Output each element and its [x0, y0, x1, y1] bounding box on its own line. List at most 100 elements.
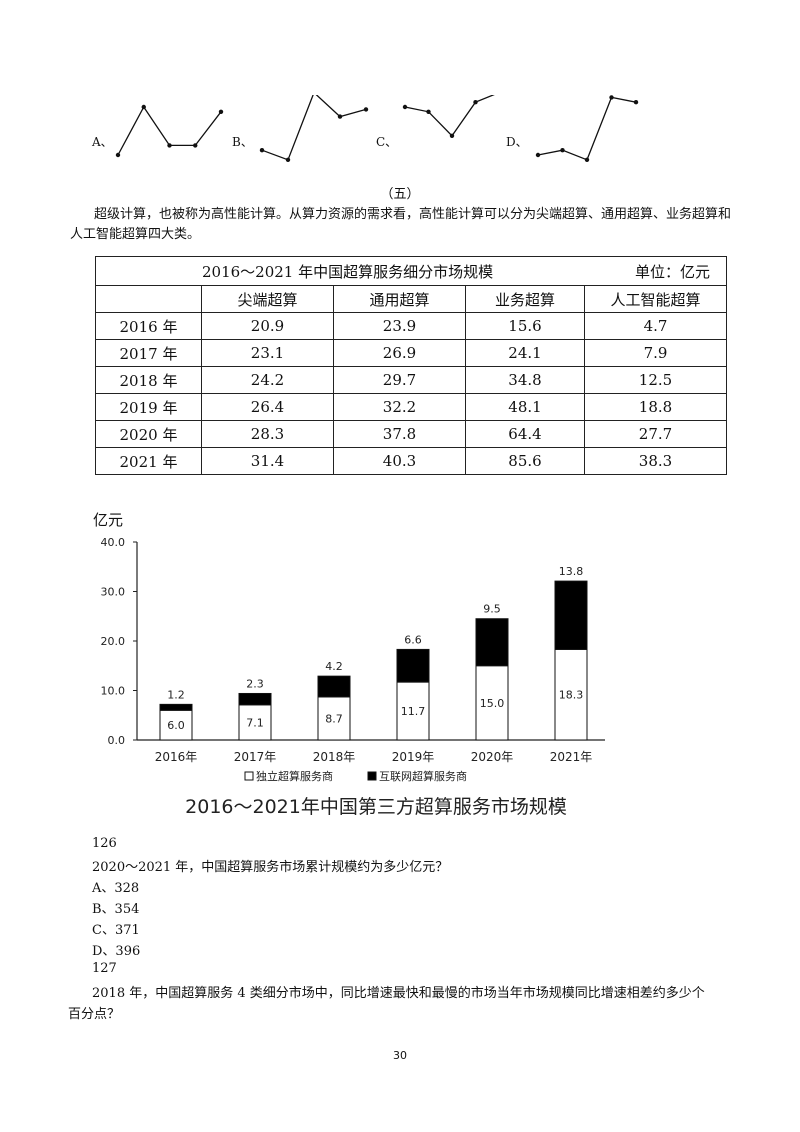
- table-row: 2020 年 28.3 37.8 64.4 27.7: [95, 420, 727, 448]
- option-a-label: A、: [92, 135, 113, 149]
- bar-value-label: 1.2: [167, 688, 185, 701]
- table-row: 2017 年 23.1 26.9 24.1 7.9: [95, 339, 727, 367]
- table-row: 2018 年 24.2 29.7 34.8 12.5: [95, 366, 727, 394]
- table-row-year: 2017 年: [95, 339, 202, 367]
- section-label: （五）: [380, 187, 420, 202]
- table-row: 2021 年 31.4 40.3 85.6 38.3: [95, 447, 727, 475]
- table-cell: 38.3: [584, 447, 727, 475]
- option-sketch-point: [363, 107, 369, 112]
- intro-paragraph: 超级计算，也被称为高性能计算。从算力资源的需求看，高性能计算可以分为尖端超算、通…: [70, 207, 732, 242]
- option-d-label: D、: [506, 135, 528, 149]
- bar-internet-provider: [396, 648, 430, 683]
- option-sketch-point: [285, 157, 291, 162]
- table-title-row: 2016～2021 年中国超算服务细分市场规模 单位：亿元: [95, 256, 727, 286]
- question-126-text: 2020～2021 年，中国超算服务市场累计规模约为多少亿元？: [92, 860, 449, 875]
- option-b-label: B、: [232, 135, 253, 149]
- table-cell: 27.7: [584, 420, 727, 448]
- bar-value-label: 2.3: [246, 677, 264, 690]
- bar-independent-provider: [554, 648, 588, 741]
- bar-value-label: 6.6: [404, 633, 422, 646]
- y-tick-label: 0.0: [108, 734, 126, 747]
- bar-value-label: 6.0: [167, 719, 185, 732]
- option-sketch-point: [449, 133, 455, 138]
- question-126-option: C、371: [92, 923, 140, 938]
- bar-value-label: 8.7: [325, 712, 343, 725]
- bar-value-label: 9.5: [483, 603, 501, 616]
- legend-label: 互联网超算服务商: [379, 769, 467, 783]
- table-header-cell: 通用超算: [333, 285, 466, 313]
- page-number: 30: [393, 1049, 407, 1062]
- table-header-cell: 人工智能超算: [584, 285, 727, 313]
- table-row-year: 2019 年: [95, 393, 202, 421]
- bar-value-label: 11.7: [401, 705, 426, 718]
- bar-internet-provider: [475, 618, 509, 667]
- y-tick-label: 40.0: [101, 536, 126, 549]
- table-row-year: 2021 年: [95, 447, 202, 475]
- x-tick-label: 2016年: [155, 750, 198, 764]
- x-tick-label: 2020年: [471, 750, 514, 764]
- bar-independent-provider: [317, 696, 351, 741]
- x-tick-label: 2019年: [392, 750, 435, 764]
- bar-value-label: 4.2: [325, 660, 343, 673]
- table-row-year: 2020 年: [95, 420, 202, 448]
- option-sketch-point: [426, 109, 431, 114]
- bar-internet-provider: [238, 692, 272, 706]
- bar-value-label: 15.0: [480, 697, 505, 710]
- table-cell: 37.8: [333, 420, 466, 448]
- table-header-cell: 尖端超算: [201, 285, 334, 313]
- bar-internet-provider: [159, 703, 193, 711]
- table-cell: 24.1: [465, 339, 585, 367]
- option-sketch-line: [404, 95, 495, 137]
- stacked-bar-chart: 亿元 0.0 10.0 20.0 30.0 40.0 6.0 1.2 2016年 7.1 2.3 20…: [93, 511, 605, 818]
- table-row-year: 2018 年: [95, 366, 202, 394]
- y-axis-unit-label: 亿元: [93, 511, 123, 529]
- table-cell: 64.4: [465, 420, 585, 448]
- table-unit: 单位：亿元: [634, 263, 710, 281]
- table-cell: 4.7: [584, 312, 727, 340]
- question-126-option: B、354: [92, 902, 140, 917]
- table-title: 2016～2021 年中国超算服务细分市场规模: [202, 263, 494, 281]
- option-sketch-point: [218, 109, 224, 114]
- bar-value-label: 7.1: [246, 716, 264, 729]
- table-cell: 15.6: [465, 312, 585, 340]
- x-tick-label: 2021年: [550, 750, 593, 764]
- question-126-option: D、396: [92, 944, 141, 959]
- option-sketch-point: [473, 100, 478, 105]
- legend-label: 独立超算服务商: [256, 769, 333, 783]
- question-127-text-cont: 百分点？: [68, 1007, 121, 1022]
- option-sketch-line: [537, 96, 637, 161]
- table-cell: 12.5: [584, 366, 727, 394]
- question-126-option: A、328: [92, 881, 140, 896]
- table-cell: 23.1: [201, 339, 334, 367]
- option-sketch-point: [535, 152, 541, 158]
- table-header-cell: [95, 285, 202, 313]
- table-cell: 28.3: [201, 420, 334, 448]
- legend-swatch-internet: [367, 771, 377, 781]
- option-sketch-line: [117, 105, 222, 156]
- option-sketch-point: [633, 100, 639, 105]
- option-sketch-point: [337, 114, 343, 119]
- table-cell: 40.3: [333, 447, 466, 475]
- y-tick-label: 30.0: [101, 586, 126, 599]
- bar-independent-provider: [238, 704, 272, 741]
- option-sketch-point: [141, 104, 146, 110]
- question-127-text: 2018 年，中国超算服务 4 类细分市场中，同比增速最快和最慢的市场当年市场规…: [92, 986, 705, 1001]
- table-row: 2019 年 26.4 32.2 48.1 18.8: [95, 393, 727, 421]
- chart-title: 2016～2021年中国第三方超算服务市场规模: [185, 796, 567, 818]
- bar-internet-provider: [317, 675, 351, 698]
- table-cell: 20.9: [201, 312, 334, 340]
- table-cell: 7.9: [584, 339, 727, 367]
- table-cell: 48.1: [465, 393, 585, 421]
- y-tick-label: 10.0: [101, 685, 126, 698]
- option-sketch-line: [261, 95, 367, 161]
- table-cell: 26.9: [333, 339, 466, 367]
- option-sketch-point: [167, 143, 172, 148]
- table-cell: 85.6: [465, 447, 585, 475]
- table-row: 2016 年 20.9 23.9 15.6 4.7: [95, 312, 727, 340]
- table-header-cell: 业务超算: [465, 285, 585, 313]
- table-cell: 26.4: [201, 393, 334, 421]
- option-c-label: C、: [376, 135, 398, 149]
- legend-swatch-independent: [244, 771, 254, 781]
- table-cell: 29.7: [333, 366, 466, 394]
- x-tick-label: 2017年: [234, 750, 277, 764]
